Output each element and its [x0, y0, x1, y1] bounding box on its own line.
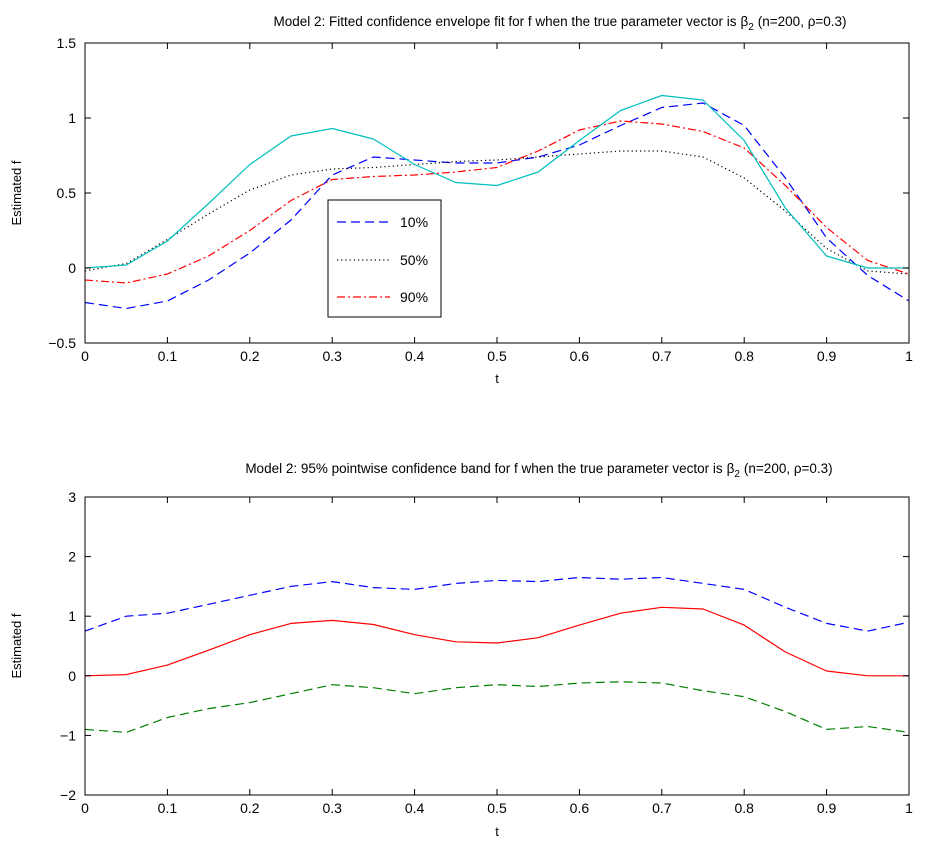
series-line-2	[84, 681, 910, 734]
series-line-2	[84, 120, 910, 284]
x-tick-label: 0.8	[734, 348, 754, 364]
y-tick-label: 1	[68, 608, 76, 624]
x-tick-label: 0.3	[322, 348, 342, 364]
x-tick-label: 0.7	[652, 348, 672, 364]
series-line-0	[84, 576, 910, 632]
x-tick-label: 1	[905, 348, 913, 364]
x-tick-label: 0.4	[405, 800, 425, 816]
y-tick-label: 0.5	[57, 185, 77, 201]
x-tick-label: 0.3	[322, 800, 342, 816]
x-axis-label: t	[495, 824, 499, 839]
x-tick-label: 0.2	[240, 348, 260, 364]
chart-confidence-band: Model 2: 95% pointwise confidence band f…	[9, 461, 913, 839]
x-tick-label: 0.6	[570, 348, 590, 364]
legend-entry-50: 50%	[337, 252, 428, 268]
y-axis-label: Estimated f	[9, 613, 24, 678]
chart-title: Model 2: Fitted confidence envelope fit …	[273, 14, 846, 33]
plot-frame	[84, 42, 910, 344]
x-tick-label: 1	[905, 800, 913, 816]
y-tick-label: 0	[68, 260, 76, 276]
x-tick-label: 0.5	[487, 348, 507, 364]
legend: 10% 50% 90%	[327, 199, 442, 318]
y-tick-label: 3	[68, 489, 76, 505]
x-tick-label: 0.9	[817, 348, 837, 364]
y-tick-label: 0	[68, 668, 76, 684]
x-tick-label: 0.5	[487, 800, 507, 816]
legend-label: 90%	[400, 289, 428, 305]
axis-ticks: 0 0.1 0.2 0.3 0.4 0.5 0.6 0.7 0.8 0.9 1 −2 −1 0 1 2 3	[60, 489, 913, 816]
x-tick-label: 0.2	[240, 800, 260, 816]
x-tick-label: 0.9	[817, 800, 837, 816]
plot-frame	[84, 496, 910, 796]
chart-title: Model 2: 95% pointwise confidence band f…	[245, 461, 832, 480]
x-tick-label: 0.4	[405, 348, 425, 364]
series-lines	[84, 94, 910, 310]
axis-ticks: 0 0.1 0.2 0.3 0.4 0.5 0.6 0.7 0.8 0.9 1 −0.5 0 0.5 1 1.…	[48, 35, 913, 364]
y-tick-label: 1	[68, 110, 76, 126]
series-line-1	[84, 606, 909, 677]
y-tick-label: −0.5	[48, 335, 76, 351]
x-tick-label: 0	[81, 800, 89, 816]
y-axis-label: Estimated f	[9, 160, 24, 225]
x-tick-label: 0	[81, 348, 89, 364]
series-line-0	[84, 102, 910, 310]
y-tick-label: −1	[60, 727, 76, 743]
legend-entry-10: 10%	[337, 214, 428, 230]
series-line-3	[84, 94, 909, 269]
series-lines	[84, 576, 910, 734]
y-tick-label: 1.5	[57, 35, 77, 51]
y-tick-label: −2	[60, 787, 76, 803]
x-tick-label: 0.8	[734, 800, 754, 816]
legend-entry-90: 90%	[337, 289, 428, 305]
y-tick-label: 2	[68, 549, 76, 565]
x-tick-label: 0.7	[652, 800, 672, 816]
legend-box	[327, 199, 442, 318]
x-axis-label: t	[495, 371, 499, 386]
chart-envelope: Model 2: Fitted confidence envelope fit …	[9, 14, 913, 386]
x-tick-label: 0.1	[158, 348, 178, 364]
legend-label: 50%	[400, 252, 428, 268]
legend-label: 10%	[400, 214, 428, 230]
x-tick-label: 0.6	[570, 800, 590, 816]
x-tick-label: 0.1	[158, 800, 178, 816]
